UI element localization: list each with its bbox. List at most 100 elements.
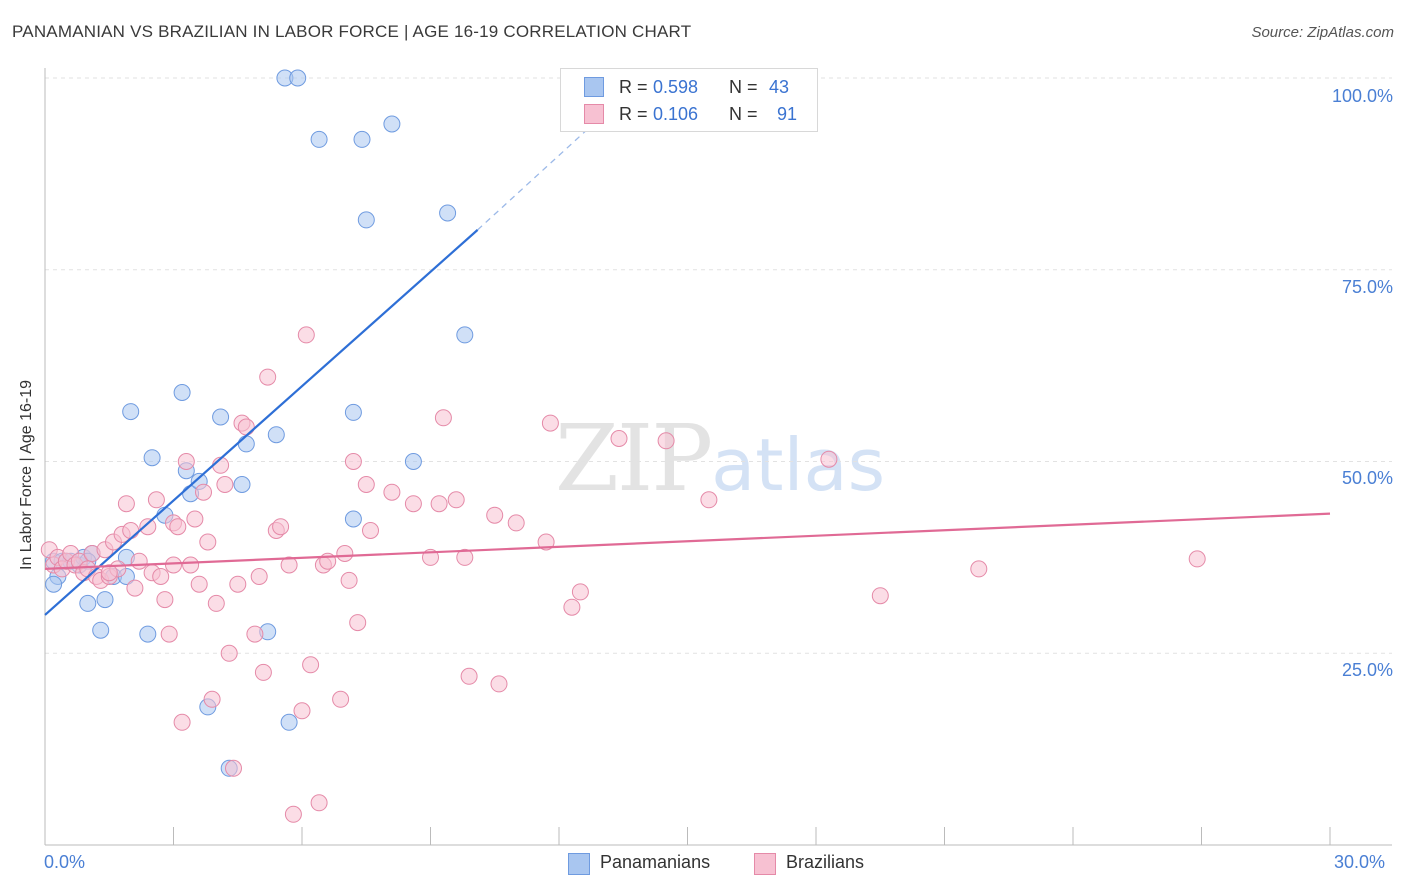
brazilian-point — [195, 483, 212, 501]
brazilian-point — [357, 476, 375, 493]
brazilian-point — [152, 568, 170, 585]
brazilian-point — [246, 625, 264, 643]
brazilian-point — [541, 414, 559, 432]
brazilian-point — [293, 702, 311, 720]
legend-swatch-panamanians — [584, 77, 604, 97]
brazilian-point — [284, 805, 302, 823]
brazilian-point — [460, 667, 478, 685]
brazilian-point — [1188, 550, 1206, 568]
legend-r-label: R = — [619, 77, 648, 97]
panamanian-point — [344, 403, 362, 421]
brazilian-point — [610, 430, 628, 447]
panamanian-point — [143, 449, 161, 467]
brazilian-point — [225, 759, 242, 777]
brazilian-point — [657, 432, 675, 450]
brazilian-point — [100, 564, 118, 582]
watermark-zip: ZIP — [555, 405, 713, 512]
brazilian-point — [220, 644, 238, 662]
brazilian-point — [447, 491, 465, 509]
x-tick-30: 30.0% — [1334, 852, 1386, 872]
brazilian-point — [190, 575, 208, 593]
brazilian-point — [160, 625, 178, 643]
panamanian-point — [237, 435, 255, 453]
legend-n-value: 43 — [769, 77, 790, 97]
brazilian-point — [332, 690, 350, 708]
legend-r-value: 0.106 — [653, 104, 699, 124]
panamanian-point — [267, 426, 285, 444]
brazilian-point — [147, 491, 165, 509]
brazilians-swatch — [754, 853, 776, 875]
brazilian-point — [122, 522, 140, 539]
panamanian-point — [139, 625, 157, 643]
brazilian-point — [507, 514, 525, 532]
brazilian-point — [207, 594, 225, 612]
y-axis-label: In Labor Force | Age 16-19 — [18, 379, 35, 570]
y-tick-100: 100.0% — [1331, 86, 1393, 106]
panamanian-point — [353, 130, 371, 148]
brazilian-point — [434, 409, 452, 427]
correlation-legend: R = 0.598 N = 43 R = 0.106 N = 91 — [560, 68, 818, 132]
panamanians-swatch — [568, 853, 590, 875]
source-label: Source: ZipAtlas.com — [1251, 24, 1394, 41]
brazilian-point — [130, 552, 148, 570]
brazilians-label: Brazilians — [786, 852, 865, 872]
brazilian-point — [820, 450, 838, 468]
panamanian-point — [383, 115, 401, 133]
legend-n-value: 91 — [777, 104, 798, 124]
brazilian-point — [490, 675, 508, 693]
panamanian-trend-line — [44, 229, 479, 616]
panamanians-label: Panamanians — [600, 852, 711, 872]
panamanian-point — [280, 713, 298, 731]
brazilian-point — [229, 575, 247, 593]
panamanian-point — [310, 130, 328, 148]
watermark-atlas: atlas — [711, 423, 886, 507]
legend-r-value: 0.598 — [653, 77, 699, 97]
panamanian-point — [357, 211, 375, 229]
panamanian-point — [96, 591, 114, 609]
brazilian-point — [254, 663, 272, 681]
panamanian-point — [173, 384, 191, 401]
brazilian-point — [970, 560, 988, 578]
panamanian-trend-extension — [477, 123, 594, 231]
brazilian-point — [216, 476, 234, 493]
brazilian-point — [177, 453, 195, 470]
brazilian-point — [404, 495, 422, 513]
y-tick-75: 75.0% — [1341, 277, 1393, 297]
y-tick-25: 25.0% — [1341, 660, 1393, 680]
watermark: ZIPatlas — [555, 405, 885, 512]
brazilian-point — [310, 794, 328, 812]
legend-swatch-brazilians — [584, 104, 604, 124]
panamanian-point — [233, 476, 251, 493]
legend-r-label: R = — [619, 104, 648, 124]
panamanian-point — [456, 326, 474, 344]
panamanian-point — [404, 453, 422, 470]
brazilian-point — [237, 418, 255, 436]
brazilian-point — [259, 368, 277, 386]
brazilian-point — [199, 533, 217, 551]
y-tick-50: 50.0% — [1341, 468, 1393, 488]
brazilian-point — [349, 614, 367, 632]
legend-n-label: N = — [729, 77, 758, 97]
brazilian-point — [165, 556, 182, 574]
brazilian-point — [383, 483, 401, 501]
brazilian-point — [182, 556, 200, 574]
brazilian-point — [563, 598, 581, 616]
brazilian-point — [169, 518, 187, 536]
brazilian-point — [456, 548, 474, 566]
brazilian-point — [537, 533, 555, 551]
brazilian-point — [302, 656, 320, 674]
brazilian-point — [186, 510, 204, 528]
brazilian-point — [362, 522, 379, 539]
brazilian-point — [250, 568, 268, 585]
brazilian-point — [126, 579, 144, 597]
brazilian-point — [344, 453, 362, 470]
brazilian-point — [336, 545, 354, 562]
legend-n-label: N = — [729, 104, 758, 124]
brazilian-point — [297, 326, 315, 344]
panamanian-point — [439, 204, 457, 222]
brazilian-point — [139, 518, 157, 536]
brazilian-point — [203, 690, 221, 708]
panamanian-point — [92, 621, 110, 639]
brazilian-point — [871, 587, 889, 605]
